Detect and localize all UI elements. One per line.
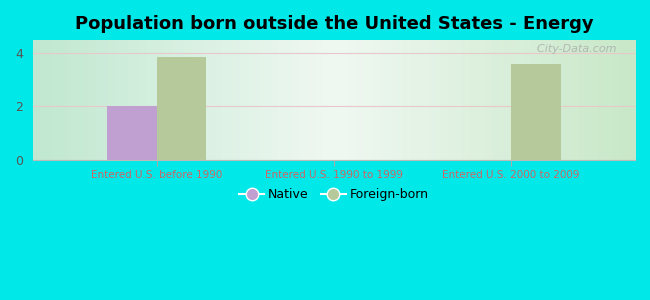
Title: Population born outside the United States - Energy: Population born outside the United State… bbox=[75, 15, 593, 33]
Bar bbox=[511, 64, 560, 160]
Text: City-Data.com: City-Data.com bbox=[530, 44, 617, 54]
Bar bbox=[157, 57, 206, 160]
Legend: Native, Foreign-born: Native, Foreign-born bbox=[234, 183, 434, 206]
Bar bbox=[107, 106, 157, 160]
